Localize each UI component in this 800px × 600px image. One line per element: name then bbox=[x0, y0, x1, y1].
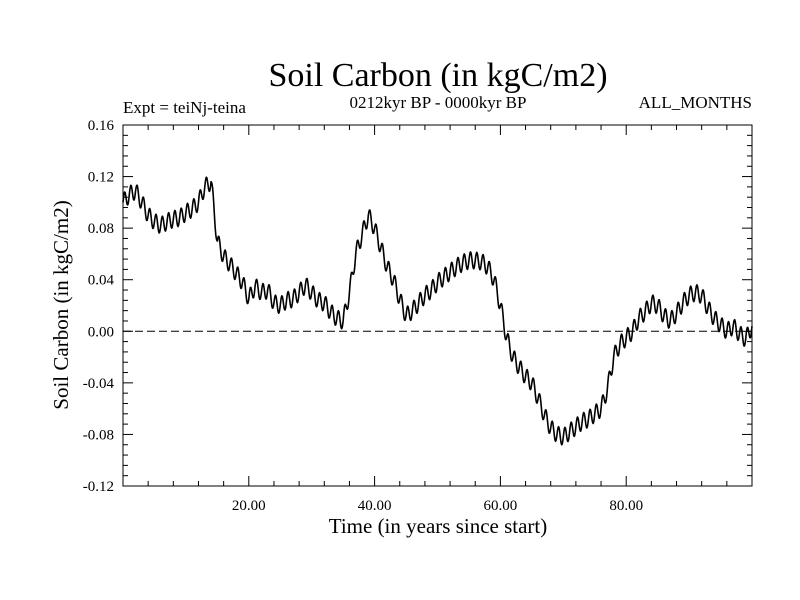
y-tick-label: 0.08 bbox=[88, 221, 114, 237]
x-tick-label: 40.00 bbox=[358, 498, 392, 514]
x-axis-label: Time (in years since start) bbox=[329, 514, 548, 538]
time-range-label: 0212kyr BP - 0000kyr BP bbox=[350, 93, 527, 112]
x-tick-label: 80.00 bbox=[609, 498, 643, 514]
x-tick-label: 60.00 bbox=[484, 498, 518, 514]
y-axis: -0.12 -0.08 -0.04 0.00 0.04 0.08 0.12 0.16 bbox=[83, 118, 752, 495]
chart-title: Soil Carbon (in kgC/m2) bbox=[268, 57, 607, 94]
y-tick-label: -0.12 bbox=[83, 479, 114, 495]
y-tick-label: 0.16 bbox=[88, 118, 115, 134]
experiment-label: Expt = teiNj-teina bbox=[123, 98, 246, 117]
soil-carbon-series-line bbox=[122, 176, 753, 446]
y-tick-label: 0.12 bbox=[88, 170, 114, 186]
y-axis-label: Soil Carbon (in kgC/m2) bbox=[49, 200, 73, 409]
plot-frame bbox=[122, 124, 753, 487]
months-label: ALL_MONTHS bbox=[639, 93, 752, 112]
y-tick-label: -0.04 bbox=[83, 376, 115, 392]
x-tick-label: 20.00 bbox=[232, 498, 266, 514]
x-axis: 20.00 40.00 60.00 80.00 bbox=[232, 125, 643, 514]
minor-ticks bbox=[122, 125, 753, 486]
y-tick-label: -0.08 bbox=[83, 427, 114, 443]
y-tick-label: 0.04 bbox=[88, 273, 115, 289]
y-tick-label: 0.00 bbox=[88, 324, 114, 340]
